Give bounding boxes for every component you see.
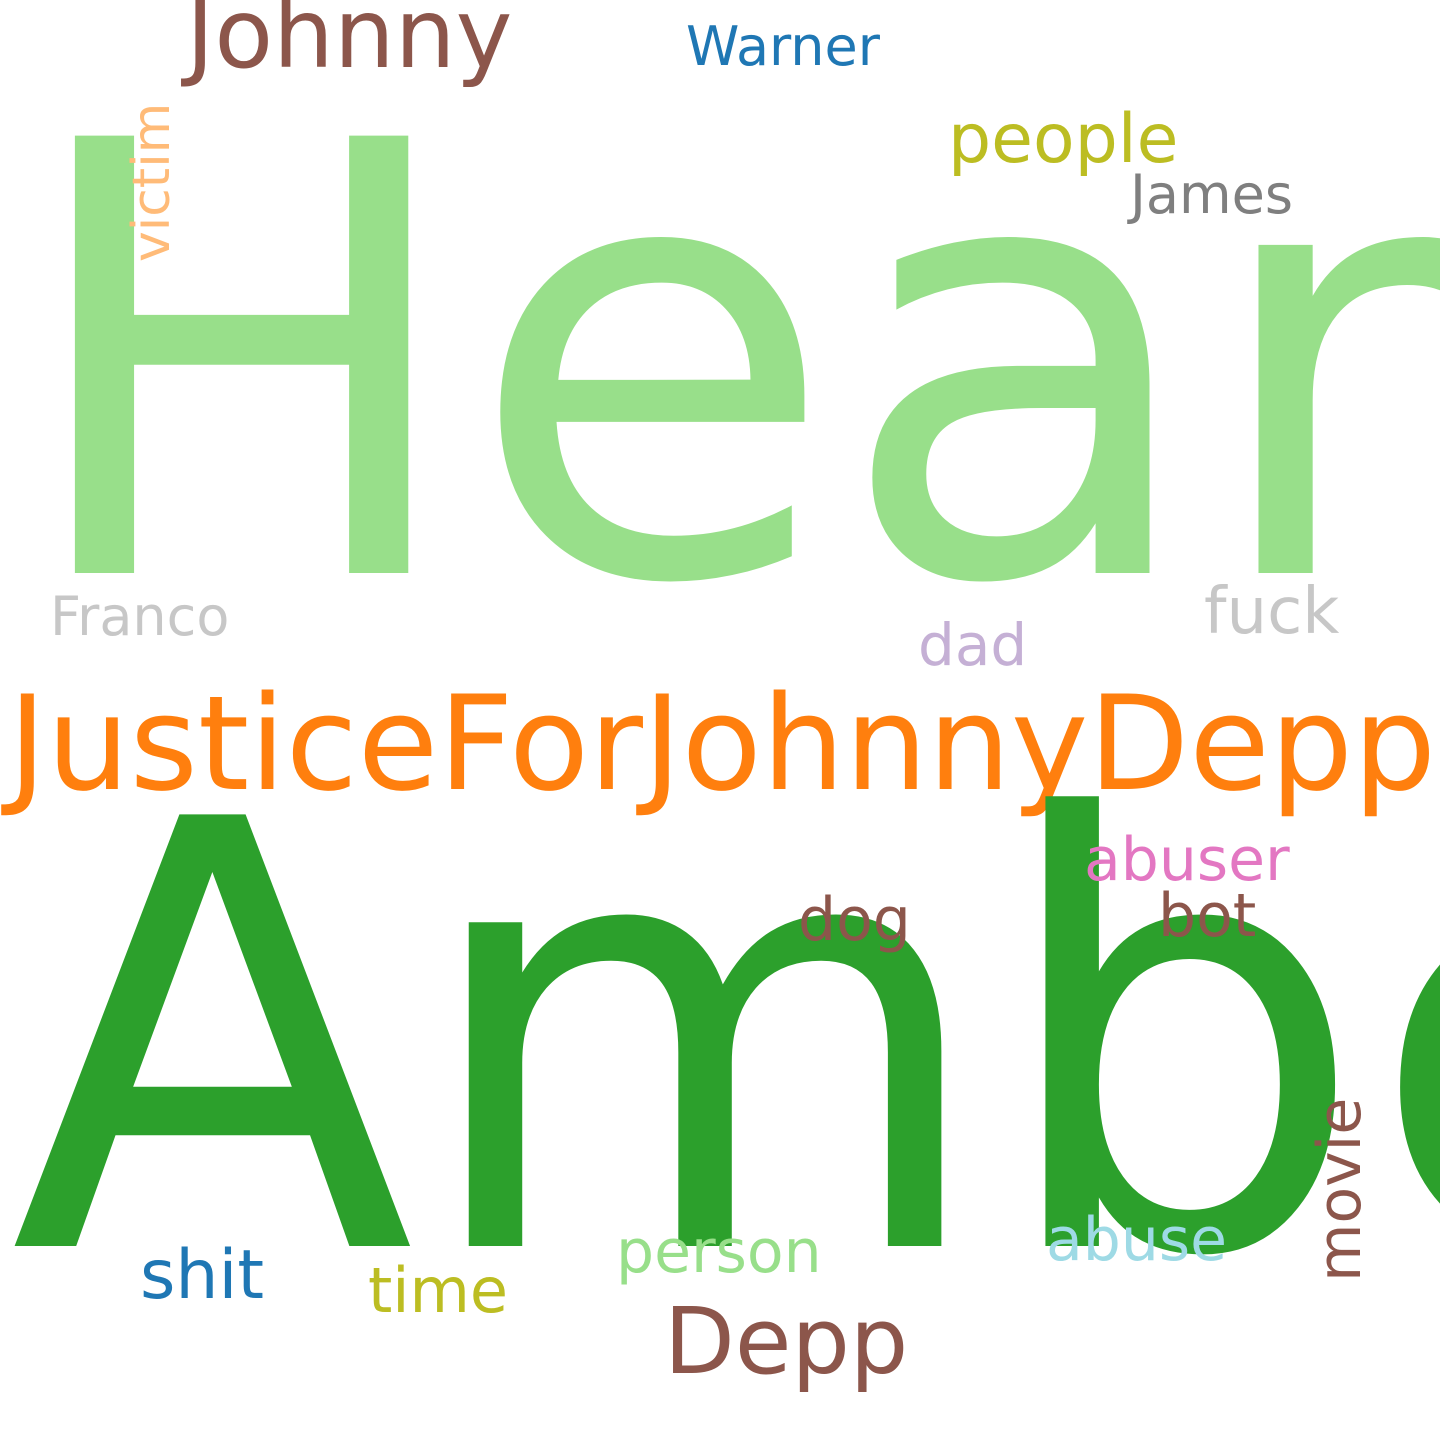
word-abuse: abuse [1046,1205,1228,1275]
word-james: James [1130,163,1293,226]
word-heard: Heard [16,16,1440,715]
word-people: people [948,100,1179,179]
word-johnny: Johnny [186,0,513,90]
word-shit: shit [140,1236,265,1315]
word-time: time [368,1254,509,1327]
word-victim: victim [122,102,182,262]
word-franco: Franco [50,585,230,648]
word-depp: Depp [664,1288,909,1395]
word-dog: dog [798,885,911,955]
word-justiceforjohnnydepp: JusticeForJohnnyDepp [8,667,1437,820]
word-bot: bot [1158,881,1257,951]
word-amber: Amber [10,696,1440,1386]
word-person: person [616,1217,822,1287]
word-dad: dad [918,611,1028,679]
word-warner: Warner [686,15,880,78]
word-fuck: fuck [1204,575,1340,649]
word-abuser: abuser [1084,825,1290,895]
word-movie: movie [1305,1097,1375,1282]
